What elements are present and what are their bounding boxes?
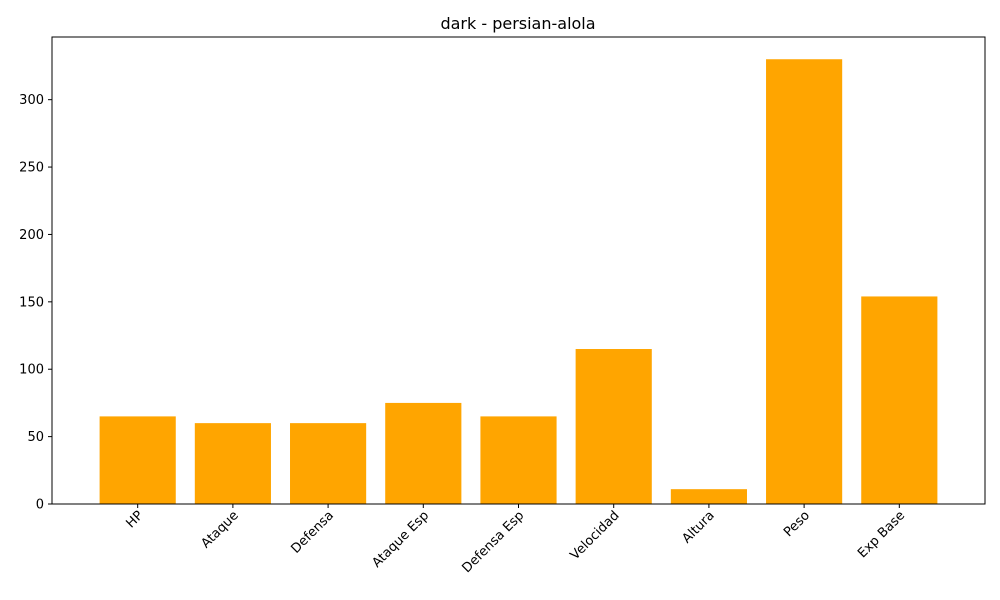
y-tick-label: 250 <box>19 161 44 176</box>
y-tick-label: 300 <box>19 93 44 108</box>
y-tick-label: 200 <box>19 228 44 243</box>
x-tick-label: Ataque <box>198 508 241 551</box>
y-tick-label: 150 <box>19 295 44 310</box>
y-axis: 0 50 100 150 200 250 300 <box>19 93 52 513</box>
bar-defensa-esp <box>480 416 557 504</box>
bar-altura <box>670 489 747 504</box>
y-tick-label: 50 <box>27 430 44 445</box>
x-axis: HP Ataque Defensa Ataque Esp Defensa Esp Velo… <box>123 504 908 576</box>
plot-frame <box>51 36 986 505</box>
x-tick-label: Exp Base <box>855 508 908 561</box>
x-tick-label: Altura <box>679 508 717 546</box>
x-tick-label: Velocidad <box>568 508 623 563</box>
chart-title: dark - persian-alola <box>440 14 595 33</box>
x-tick-label: Ataque Esp <box>369 508 432 571</box>
bar-ataque-esp <box>385 402 462 504</box>
bar-ataque <box>194 423 271 504</box>
bars-group <box>99 59 938 504</box>
bar-defensa <box>290 423 367 504</box>
y-tick-label: 0 <box>36 498 44 513</box>
x-tick-label: Defensa <box>288 508 336 556</box>
x-tick-label: HP <box>123 508 146 531</box>
bar-exp-base <box>861 296 938 504</box>
bar-peso <box>766 59 843 504</box>
bar-hp <box>99 416 176 504</box>
bar-velocidad <box>575 349 652 504</box>
y-tick-label: 100 <box>19 363 44 378</box>
x-tick-label: Defensa Esp <box>459 508 527 576</box>
x-tick-label: Peso <box>781 508 813 540</box>
